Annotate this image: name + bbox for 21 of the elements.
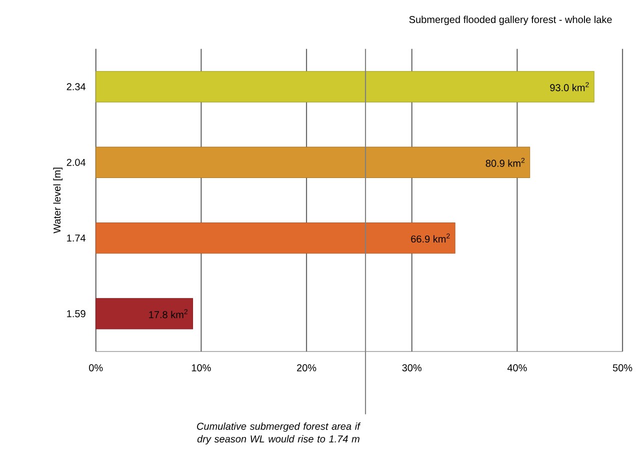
annotation: 93.0 km$^{2}$ [550, 82, 589, 92]
y-tick-label: 2.34 [66, 83, 86, 90]
x-tick-label: 40% [507, 364, 527, 372]
bar [96, 146, 530, 178]
y-axis-title: Water level [m] [53, 168, 63, 234]
annotation: 80.9 km$^{2}$ [486, 158, 525, 167]
bar [96, 298, 194, 330]
x-tick-label: 10% [192, 364, 211, 372]
y-tick-label: 1.74 [67, 234, 86, 242]
annotation: 17.8 km$^{2}$ [149, 309, 188, 318]
x-tick-label: 0% [89, 364, 103, 372]
y-tick-label: 1.59 [67, 310, 86, 318]
x-tick-label: 20% [297, 364, 316, 372]
bar [96, 71, 594, 102]
x-tick-label: 30% [402, 364, 422, 372]
chart-title: Submerged flooded gallery forest - whole lake [409, 16, 612, 26]
x-tick-label: 50% [612, 364, 632, 372]
ref-line-label: Cumulative submerged forest area if dry season WL would rise to 1.74 m [197, 422, 361, 444]
y-tick-label: 2.04 [66, 158, 86, 166]
annotation: 66.9 km$^{2}$ [411, 234, 450, 243]
bar [96, 222, 456, 254]
